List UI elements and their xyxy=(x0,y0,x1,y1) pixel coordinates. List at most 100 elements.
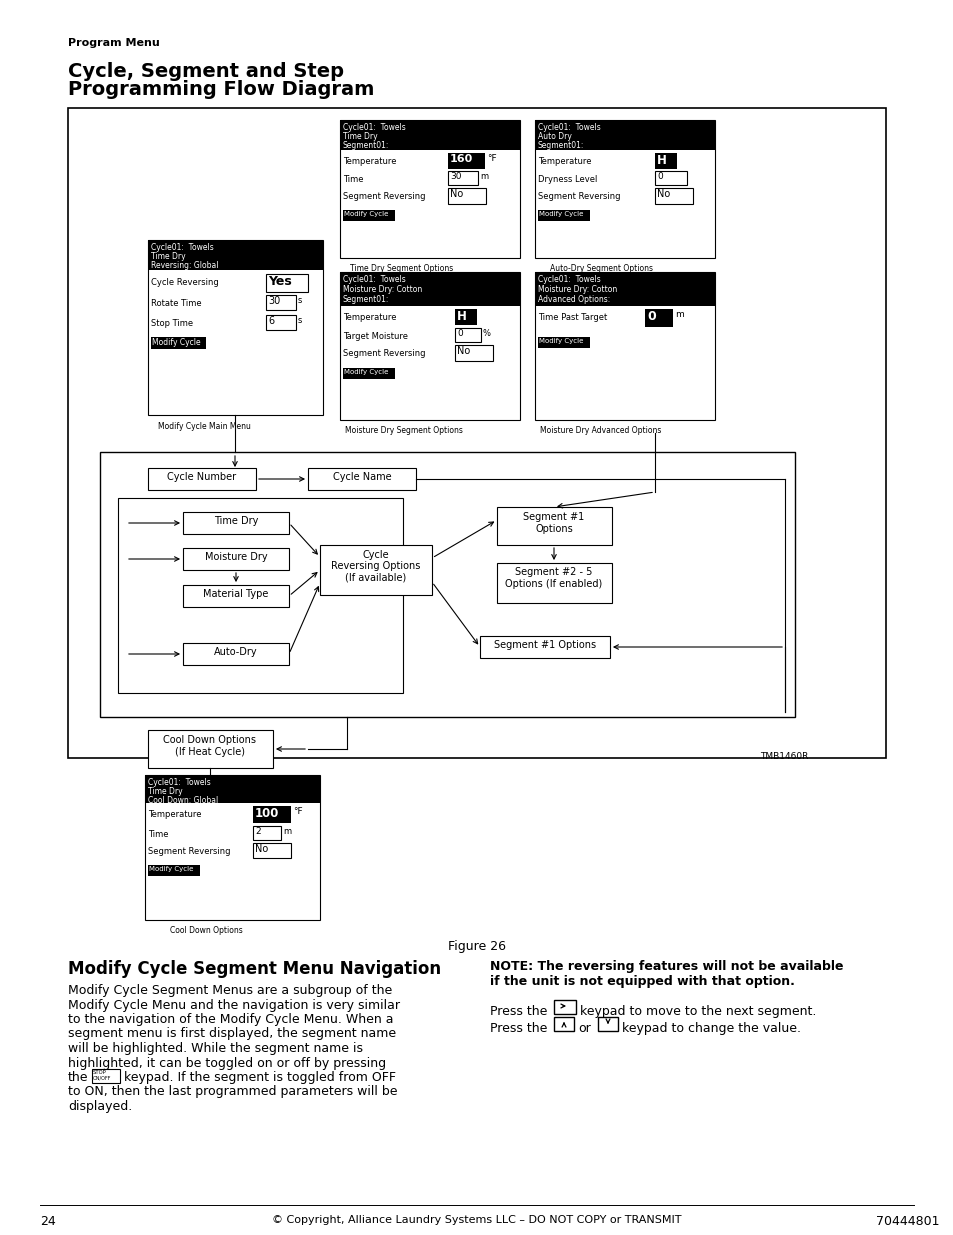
Bar xyxy=(183,548,289,571)
Bar xyxy=(644,309,672,327)
Text: Temperature: Temperature xyxy=(343,157,396,165)
Text: Segment #2 - 5: Segment #2 - 5 xyxy=(515,567,592,577)
Bar xyxy=(479,636,609,658)
Bar xyxy=(253,826,281,840)
Text: °F: °F xyxy=(486,154,497,163)
Bar xyxy=(308,468,416,490)
Text: Time Dry: Time Dry xyxy=(151,252,186,261)
Text: (If Heat Cycle): (If Heat Cycle) xyxy=(174,747,245,757)
Text: Time: Time xyxy=(148,830,169,839)
Text: 24: 24 xyxy=(40,1215,55,1228)
Bar xyxy=(68,107,885,758)
Bar xyxy=(339,272,519,306)
Text: STOP: STOP xyxy=(92,1070,107,1074)
Text: will be highlighted. While the segment name is: will be highlighted. While the segment n… xyxy=(68,1042,363,1055)
Bar xyxy=(554,1000,576,1014)
Bar xyxy=(537,337,589,348)
Text: Options (If enabled): Options (If enabled) xyxy=(505,579,602,589)
Text: Moisture Dry Advanced Options: Moisture Dry Advanced Options xyxy=(539,426,660,435)
Bar xyxy=(253,844,291,858)
Text: Auto Dry: Auto Dry xyxy=(537,132,571,141)
Bar xyxy=(535,272,714,306)
Text: TMB1460R: TMB1460R xyxy=(760,752,807,761)
Text: to ON, then the last programmed parameters will be: to ON, then the last programmed paramete… xyxy=(68,1086,397,1098)
Bar xyxy=(598,1016,618,1031)
Bar xyxy=(655,153,677,169)
Text: Cycle01:  Towels: Cycle01: Towels xyxy=(148,778,211,787)
Text: 30: 30 xyxy=(268,296,280,306)
Text: Moisture Dry: Cotton: Moisture Dry: Cotton xyxy=(343,285,422,294)
Text: m: m xyxy=(283,827,291,836)
Text: m: m xyxy=(675,310,683,319)
Bar xyxy=(448,188,485,204)
Text: Moisture Dry Segment Options: Moisture Dry Segment Options xyxy=(345,426,462,435)
Text: No: No xyxy=(254,844,268,853)
Text: Press the: Press the xyxy=(490,1023,547,1035)
Text: Cycle01:  Towels: Cycle01: Towels xyxy=(537,275,600,284)
Text: segment menu is first displayed, the segment name: segment menu is first displayed, the seg… xyxy=(68,1028,395,1041)
Bar xyxy=(266,295,295,310)
Text: Segment Reversing: Segment Reversing xyxy=(148,847,231,856)
Text: 0: 0 xyxy=(456,329,462,338)
Text: Modify Cycle Menu and the navigation is very similar: Modify Cycle Menu and the navigation is … xyxy=(68,999,399,1011)
Text: Modify Cycle: Modify Cycle xyxy=(538,338,583,345)
Text: 0: 0 xyxy=(646,310,655,324)
Text: Modify Cycle: Modify Cycle xyxy=(344,369,388,375)
Bar xyxy=(148,240,323,270)
Text: © Copyright, Alliance Laundry Systems LLC – DO NOT COPY or TRANSMIT: © Copyright, Alliance Laundry Systems LL… xyxy=(272,1215,681,1225)
Bar xyxy=(448,153,484,169)
Text: Modify Cycle Segment Menus are a subgroup of the: Modify Cycle Segment Menus are a subgrou… xyxy=(68,984,392,997)
Text: Cycle01:  Towels: Cycle01: Towels xyxy=(343,124,405,132)
Text: Time Dry: Time Dry xyxy=(343,132,377,141)
Text: °F: °F xyxy=(293,806,302,816)
Text: to the navigation of the Modify Cycle Menu. When a: to the navigation of the Modify Cycle Me… xyxy=(68,1013,393,1026)
Text: No: No xyxy=(657,189,670,199)
Text: Reversing Options: Reversing Options xyxy=(331,561,420,571)
Text: Auto-Dry: Auto-Dry xyxy=(214,647,257,657)
Text: Rotate Time: Rotate Time xyxy=(151,299,201,308)
Text: Temperature: Temperature xyxy=(343,312,396,322)
Text: Modify Cycle Segment Menu Navigation: Modify Cycle Segment Menu Navigation xyxy=(68,960,440,978)
Bar xyxy=(537,210,589,221)
Text: No: No xyxy=(450,189,463,199)
Text: Cycle01:  Towels: Cycle01: Towels xyxy=(343,275,405,284)
Text: Auto-Dry Segment Options: Auto-Dry Segment Options xyxy=(550,264,652,273)
Bar xyxy=(148,864,200,876)
Text: m: m xyxy=(479,172,488,182)
Text: 160: 160 xyxy=(450,154,473,164)
Text: 2: 2 xyxy=(254,827,260,836)
Text: 6: 6 xyxy=(268,316,274,326)
Text: Modify Cycle Main Menu: Modify Cycle Main Menu xyxy=(158,422,251,431)
Text: Cycle01:  Towels: Cycle01: Towels xyxy=(151,243,213,252)
Text: Cycle01:  Towels: Cycle01: Towels xyxy=(537,124,600,132)
Bar xyxy=(455,329,480,342)
Bar xyxy=(100,452,794,718)
Bar xyxy=(535,272,714,420)
Text: Dryness Level: Dryness Level xyxy=(537,175,597,184)
Text: the: the xyxy=(68,1071,89,1084)
Bar xyxy=(343,368,395,379)
Text: NOTE: The reversing features will not be available: NOTE: The reversing features will not be… xyxy=(490,960,842,973)
Text: Modify Cycle: Modify Cycle xyxy=(344,211,388,217)
Text: Segment Reversing: Segment Reversing xyxy=(537,191,619,201)
Bar xyxy=(655,170,686,185)
Text: Figure 26: Figure 26 xyxy=(448,940,505,953)
Bar xyxy=(535,120,714,149)
Text: Stop Time: Stop Time xyxy=(151,319,193,329)
Text: Segment Reversing: Segment Reversing xyxy=(343,350,425,358)
Text: Target Moisture: Target Moisture xyxy=(343,332,408,341)
Text: Modify Cycle: Modify Cycle xyxy=(152,338,200,347)
Text: Cool Down Options: Cool Down Options xyxy=(163,735,256,745)
Bar xyxy=(253,806,291,823)
Text: Segment Reversing: Segment Reversing xyxy=(343,191,425,201)
Bar xyxy=(148,468,255,490)
Text: keypad to move to the next segment.: keypad to move to the next segment. xyxy=(579,1005,816,1018)
Text: Time: Time xyxy=(343,175,363,184)
Text: H: H xyxy=(657,154,666,167)
Bar xyxy=(554,1016,574,1031)
Bar xyxy=(266,274,308,291)
Text: %: % xyxy=(482,329,491,338)
Text: ON/OFF: ON/OFF xyxy=(92,1074,112,1079)
Text: 70444801: 70444801 xyxy=(875,1215,939,1228)
Bar xyxy=(145,776,319,920)
